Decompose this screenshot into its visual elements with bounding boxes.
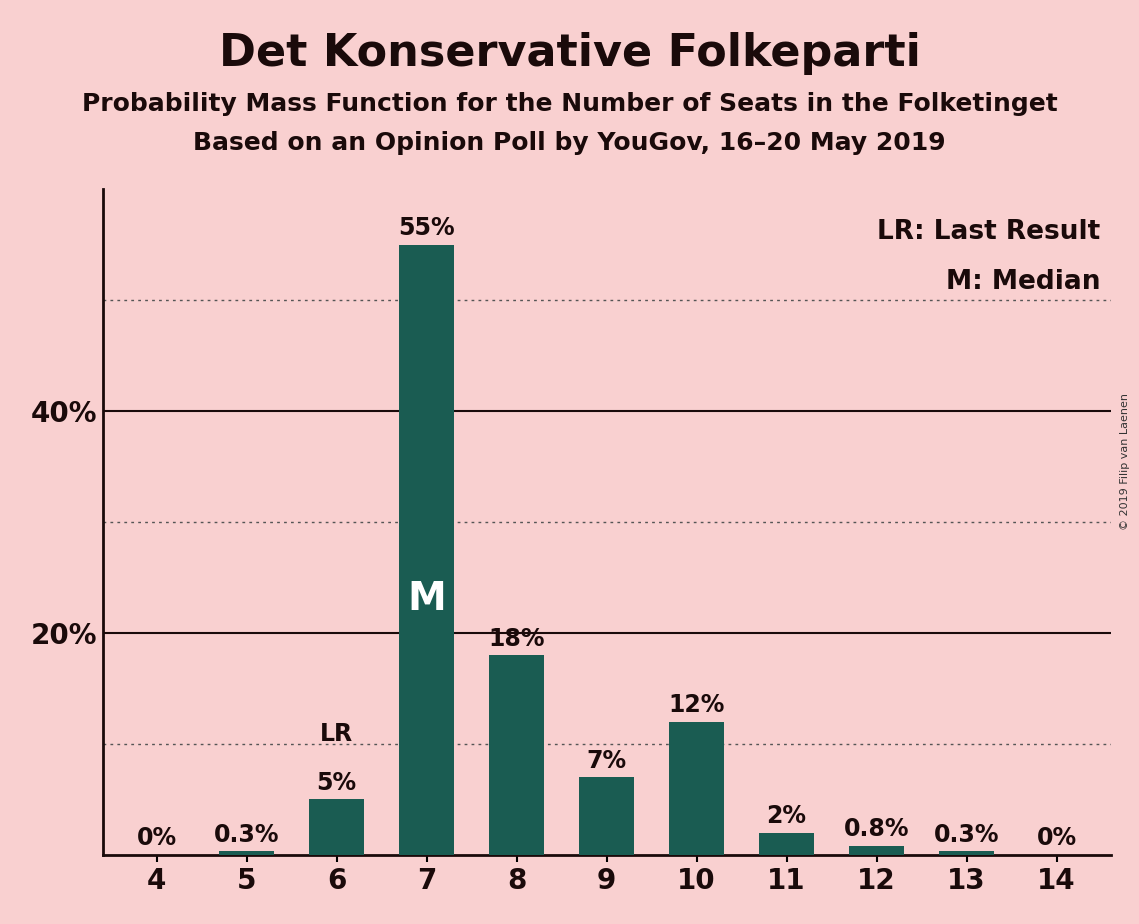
Bar bbox=[579, 777, 634, 855]
Text: 18%: 18% bbox=[489, 626, 544, 650]
Bar bbox=[759, 833, 814, 855]
Text: Det Konservative Folkeparti: Det Konservative Folkeparti bbox=[219, 32, 920, 76]
Text: 0%: 0% bbox=[1036, 826, 1076, 850]
Text: © 2019 Filip van Laenen: © 2019 Filip van Laenen bbox=[1121, 394, 1130, 530]
Text: 0.3%: 0.3% bbox=[934, 823, 999, 847]
Bar bbox=[669, 722, 724, 855]
Text: LR: Last Result: LR: Last Result bbox=[877, 219, 1100, 246]
Bar bbox=[939, 851, 994, 855]
Text: 2%: 2% bbox=[767, 804, 806, 828]
Text: 0%: 0% bbox=[137, 826, 177, 850]
Bar bbox=[219, 851, 274, 855]
Text: 55%: 55% bbox=[399, 216, 454, 240]
Bar bbox=[849, 845, 904, 855]
Text: M: Median: M: Median bbox=[947, 269, 1100, 296]
Text: 0.3%: 0.3% bbox=[214, 823, 279, 847]
Bar bbox=[399, 245, 454, 855]
Text: 0.8%: 0.8% bbox=[844, 818, 909, 842]
Bar bbox=[309, 799, 364, 855]
Text: M: M bbox=[407, 579, 445, 617]
Text: LR: LR bbox=[320, 722, 353, 746]
Text: Based on an Opinion Poll by YouGov, 16–20 May 2019: Based on an Opinion Poll by YouGov, 16–2… bbox=[194, 131, 945, 155]
Text: Probability Mass Function for the Number of Seats in the Folketinget: Probability Mass Function for the Number… bbox=[82, 92, 1057, 116]
Text: 5%: 5% bbox=[317, 771, 357, 795]
Text: 7%: 7% bbox=[587, 748, 626, 772]
Text: 12%: 12% bbox=[669, 693, 724, 717]
Bar bbox=[489, 655, 544, 855]
